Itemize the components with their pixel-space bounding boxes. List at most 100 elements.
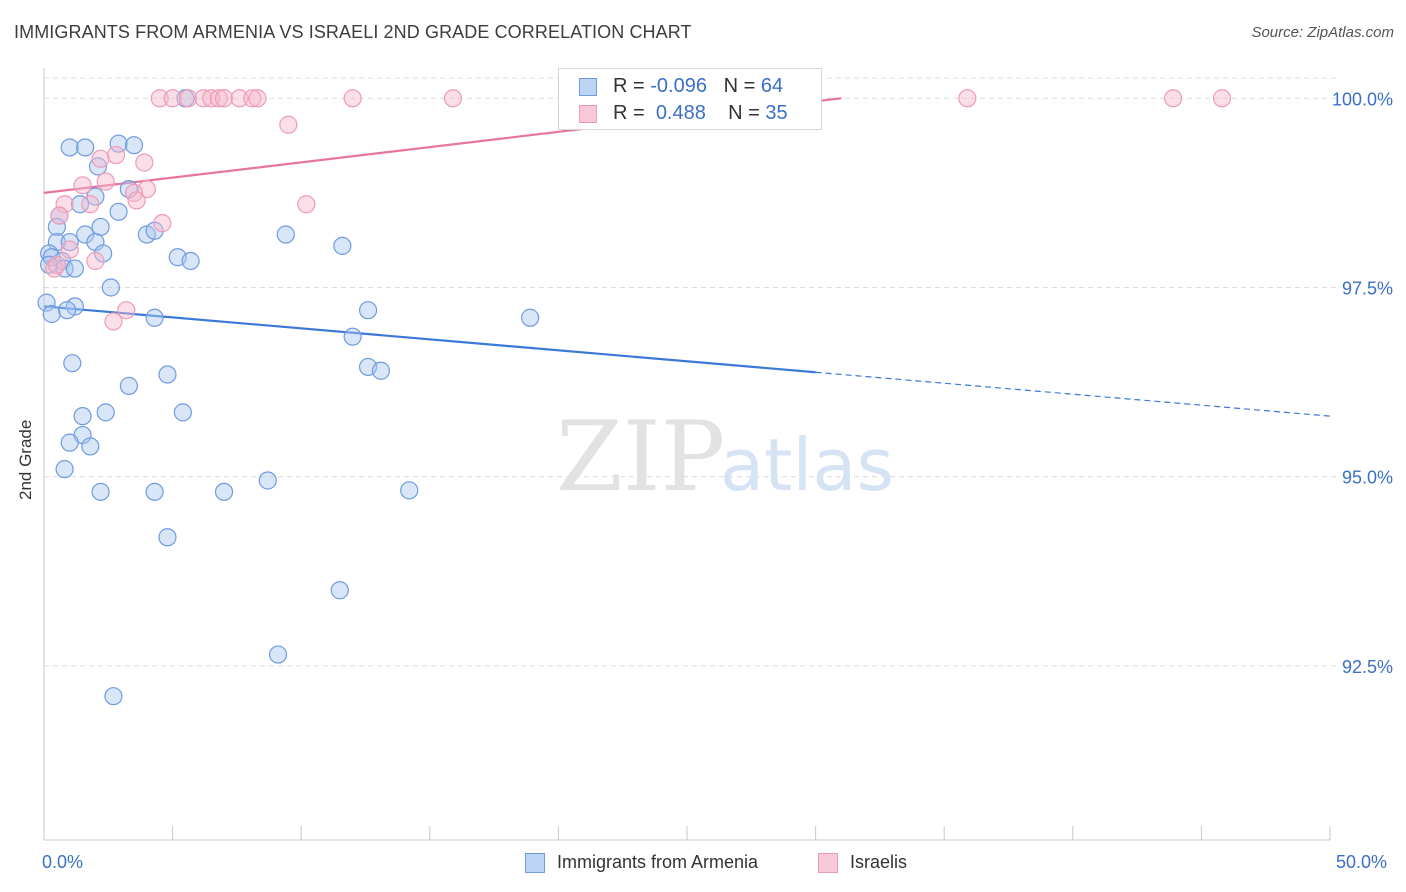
data-point-armenia bbox=[91, 482, 110, 501]
data-point-armenia bbox=[91, 217, 110, 237]
x-tick-label-max: 50.0% bbox=[1336, 852, 1388, 872]
data-point-israelis bbox=[81, 195, 100, 214]
data-point-israelis bbox=[1164, 89, 1183, 108]
gridlines bbox=[44, 77, 1336, 667]
data-point-israelis bbox=[47, 255, 66, 274]
watermark: ZIP atlas bbox=[556, 401, 894, 513]
data-point-israelis bbox=[150, 89, 169, 108]
trendlines bbox=[43, 97, 1331, 417]
legend-n-value-armenia: 64 bbox=[760, 75, 784, 97]
trendline-armenia bbox=[43, 305, 816, 374]
data-point-armenia bbox=[73, 407, 92, 426]
legend-swatch-armenia bbox=[579, 78, 597, 96]
data-point-armenia bbox=[96, 403, 115, 422]
data-point-armenia bbox=[60, 433, 79, 452]
data-point-armenia bbox=[145, 482, 164, 501]
y-tick-label: 97.5% bbox=[1342, 278, 1393, 298]
bottom-legend-swatch-armenia bbox=[525, 853, 545, 873]
x-tick-label-min: 0.0% bbox=[42, 852, 84, 872]
data-point-armenia bbox=[63, 354, 82, 373]
correlation-legend: R = -0.096 N = 64 R = 0.488 N = 35 bbox=[558, 68, 822, 130]
data-point-israelis bbox=[1212, 89, 1232, 108]
data-point-armenia bbox=[109, 202, 128, 221]
data-point-armenia bbox=[70, 195, 90, 214]
data-point-armenia bbox=[65, 259, 84, 278]
legend-swatch-israelis bbox=[579, 105, 597, 123]
data-points bbox=[37, 89, 1232, 706]
data-point-israelis bbox=[243, 89, 262, 108]
legend-n-label: N = bbox=[728, 102, 766, 124]
data-point-israelis bbox=[958, 89, 977, 108]
data-point-israelis bbox=[202, 89, 221, 108]
data-point-armenia bbox=[358, 301, 378, 320]
data-point-armenia bbox=[119, 376, 138, 395]
data-point-armenia bbox=[42, 304, 61, 324]
legend-text-israelis: R = 0.488 N = 35 bbox=[613, 102, 788, 125]
data-point-armenia bbox=[145, 308, 164, 327]
y-tick-label: 92.5% bbox=[1342, 657, 1393, 677]
data-point-armenia bbox=[400, 481, 419, 500]
data-point-israelis bbox=[60, 240, 79, 259]
data-point-israelis bbox=[279, 115, 298, 134]
data-point-armenia bbox=[109, 134, 128, 153]
data-point-armenia bbox=[81, 437, 100, 456]
y-tick-label: 100.0% bbox=[1332, 89, 1393, 109]
legend-r-label: R = bbox=[613, 102, 651, 124]
data-point-israelis bbox=[91, 149, 110, 168]
bottom-legend-swatch-israelis bbox=[818, 853, 838, 873]
data-point-israelis bbox=[153, 214, 172, 233]
legend-n-label: N = bbox=[723, 75, 761, 97]
data-point-armenia bbox=[145, 221, 164, 240]
axes bbox=[43, 68, 1331, 841]
y-tick-label: 95.0% bbox=[1342, 468, 1393, 488]
data-point-armenia bbox=[58, 301, 77, 320]
data-point-israelis bbox=[248, 89, 267, 108]
legend-r-value-israelis: 0.488 bbox=[655, 102, 706, 124]
data-point-armenia bbox=[124, 136, 144, 155]
data-point-armenia bbox=[101, 278, 120, 297]
data-point-israelis bbox=[104, 312, 123, 331]
data-point-armenia bbox=[276, 225, 295, 244]
data-point-armenia bbox=[55, 460, 74, 479]
data-point-armenia bbox=[104, 687, 123, 706]
data-point-armenia bbox=[60, 138, 79, 157]
y-tick-labels: 100.0% 97.5% 95.0% 92.5% bbox=[1332, 89, 1393, 677]
legend-r-value-armenia: -0.096 bbox=[650, 75, 707, 97]
data-point-armenia bbox=[173, 403, 192, 422]
data-point-armenia bbox=[371, 361, 391, 380]
bottom-legend-label-armenia: Immigrants from Armenia bbox=[557, 852, 759, 872]
bottom-legend-label-israelis: Israelis bbox=[850, 852, 908, 872]
data-point-armenia bbox=[214, 482, 234, 501]
data-point-armenia bbox=[333, 236, 352, 255]
data-point-armenia bbox=[181, 251, 200, 271]
legend-r-label: R = bbox=[613, 75, 651, 97]
data-point-israelis bbox=[73, 176, 92, 195]
data-point-israelis bbox=[230, 89, 249, 108]
data-point-israelis bbox=[214, 89, 234, 108]
trendline-armenia-extension bbox=[815, 371, 1331, 417]
data-point-armenia bbox=[158, 528, 177, 547]
data-point-israelis bbox=[50, 206, 69, 225]
data-point-armenia bbox=[76, 225, 95, 244]
data-point-armenia bbox=[268, 645, 288, 664]
data-point-israelis bbox=[106, 145, 126, 165]
data-point-israelis bbox=[178, 89, 198, 108]
data-point-israelis bbox=[117, 301, 136, 320]
data-point-armenia bbox=[76, 138, 95, 157]
data-point-israelis bbox=[135, 153, 154, 172]
data-point-armenia bbox=[37, 293, 56, 312]
data-point-israelis bbox=[209, 89, 228, 108]
data-point-armenia bbox=[330, 581, 349, 600]
data-point-israelis bbox=[297, 195, 316, 214]
data-point-armenia bbox=[158, 365, 177, 384]
data-point-israelis bbox=[194, 89, 213, 108]
data-point-israelis bbox=[127, 191, 146, 210]
watermark-zip: ZIP bbox=[556, 401, 725, 513]
data-point-armenia bbox=[343, 327, 362, 346]
data-point-israelis bbox=[86, 251, 105, 271]
watermark-atlas: atlas bbox=[720, 423, 894, 507]
data-point-israelis bbox=[96, 172, 115, 191]
data-point-armenia bbox=[47, 217, 66, 237]
chart-title: IMMIGRANTS FROM ARMENIA VS ISRAELI 2ND G… bbox=[14, 22, 692, 42]
